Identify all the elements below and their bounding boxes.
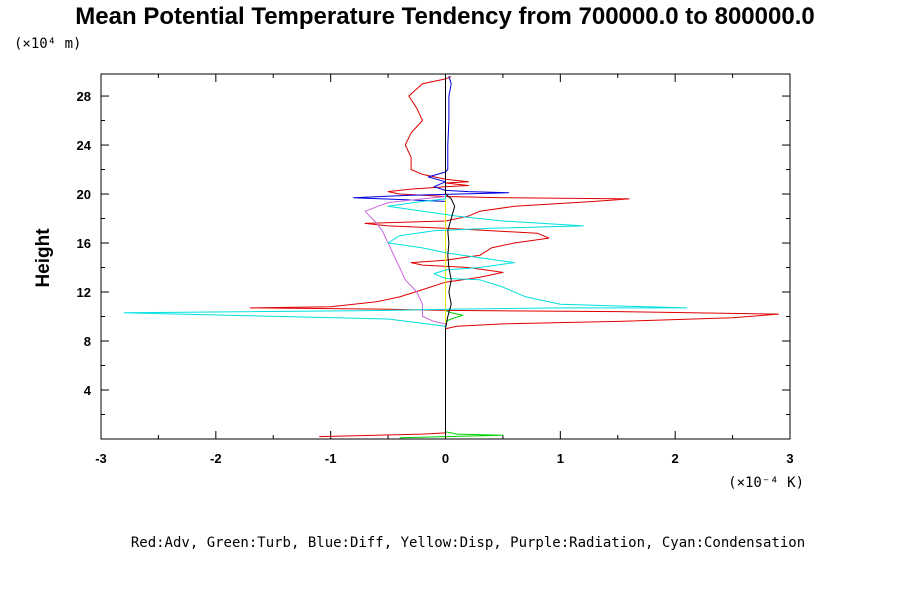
series-line-turb — [399, 76, 504, 439]
x-tick-label: 0 — [442, 451, 449, 466]
y-unit-label: (×10⁴ m) — [14, 36, 81, 52]
chart-title: Mean Potential Temperature Tendency from… — [75, 3, 814, 30]
series-line-adv — [249, 75, 779, 438]
series-line-diff — [353, 76, 510, 436]
x-tick-label: -3 — [95, 451, 107, 466]
series-line-condensation — [123, 76, 688, 436]
legend-text: Red:Adv, Green:Turb, Blue:Diff, Yellow:D… — [131, 535, 805, 551]
x-tick-label: 1 — [557, 451, 564, 466]
series-layer — [123, 75, 779, 439]
y-tick-label: 16 — [77, 236, 91, 251]
series-line-total — [445, 76, 456, 437]
y-tick-label: 28 — [77, 89, 91, 104]
series-line-radiation — [364, 76, 446, 436]
y-tick-label: 20 — [77, 187, 91, 202]
x-tick-label: 2 — [672, 451, 679, 466]
x-tick-label: -2 — [210, 451, 222, 466]
x-tick-label: -1 — [325, 451, 337, 466]
y-tick-label: 8 — [84, 334, 91, 349]
y-tick-label: 4 — [84, 383, 92, 398]
y-tick-label: 24 — [77, 138, 92, 153]
y-axis-label: Height — [33, 228, 54, 288]
x-tick-label: 3 — [786, 451, 793, 466]
x-unit-label: (×10⁻⁴ K) — [728, 475, 804, 491]
y-tick-label: 12 — [77, 285, 91, 300]
